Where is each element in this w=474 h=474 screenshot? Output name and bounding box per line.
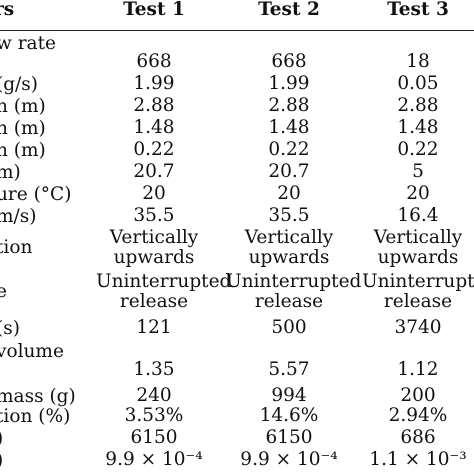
row-value-test-1-line-2: release [119, 291, 189, 312]
row-value-test-3-line-2: release [383, 291, 453, 312]
row-label: m/s) [0, 206, 37, 227]
row-value-test-3: 3740 [394, 317, 442, 338]
table-row: ) 9.9 × 10⁻⁴ 9.9 × 10⁻⁴ 1.1 × 10⁻³ [0, 450, 474, 472]
row-value-test-2: 6150 [265, 427, 313, 448]
row-value-test-2: 14.6% [259, 405, 319, 426]
table-row: n (m) 1.48 1.48 1.48 [0, 118, 474, 140]
row-value-test-2-line-2: release [254, 291, 324, 312]
row-value-test-2: 994 [271, 385, 307, 406]
table-row: n (m) 0.22 0.22 0.22 [0, 140, 474, 162]
row-value-test-2: 668 [271, 51, 307, 72]
header-test-2: Test 2 [258, 0, 320, 20]
row-value-test-1-line-1: Uninterrupted [96, 271, 232, 292]
row-value-test-1: 9.9 × 10⁻⁴ [105, 449, 203, 470]
row-value-test-2: 0.22 [268, 139, 310, 160]
row-value-test-2: 5.57 [268, 359, 310, 380]
row-label: (s) [0, 318, 20, 339]
row-value-test-3: 16.4 [397, 205, 439, 226]
table-row: n (m) 2.88 2.88 2.88 [0, 96, 474, 118]
row-value-test-1: 20.7 [133, 161, 175, 182]
row-value-test-1: 35.5 [133, 205, 175, 226]
row-value-test-2: 35.5 [268, 205, 310, 226]
row-value-test-3: 18 [406, 51, 430, 72]
row-value-test-2: 20.7 [268, 161, 310, 182]
table-row: mass (g) 240 994 200 [0, 386, 474, 408]
row-value-test-1: 3.53% [124, 405, 184, 426]
row-label: n (m) [0, 118, 46, 139]
row-label: volume [0, 341, 64, 362]
row-value-test-1: 2.88 [133, 95, 175, 116]
row-value-test-3: 5 [412, 161, 424, 182]
row-label: tion [0, 237, 33, 258]
row-label: m) [0, 162, 21, 183]
table-row: tion (%) 3.53% 14.6% 2.94% [0, 406, 474, 428]
table-row: w rate 668 668 18 [0, 32, 474, 72]
row-value-test-3-line-1: Vertically [373, 227, 463, 248]
row-value-test-1: 121 [136, 317, 172, 338]
row-value-test-2-line-2: upwards [248, 247, 330, 268]
table-row: tion Vertically upwards Vertically upwar… [0, 228, 474, 272]
row-value-test-2: 2.88 [268, 95, 310, 116]
row-value-test-3-line-1: Uninterrupted [362, 271, 474, 292]
table-row: (s) 121 500 3740 [0, 318, 474, 340]
row-value-test-3: 200 [400, 385, 436, 406]
row-value-test-3: 0.22 [397, 139, 439, 160]
row-value-test-3: 1.1 × 10⁻³ [369, 449, 467, 470]
row-value-test-3: 686 [400, 427, 436, 448]
row-value-test-3: 2.94% [388, 405, 448, 426]
row-value-test-3: 20 [406, 183, 430, 204]
row-label: n (m) [0, 140, 46, 161]
row-value-test-1: 6150 [130, 427, 178, 448]
header-rule [0, 30, 474, 31]
table-row: m/s) 35.5 35.5 16.4 [0, 206, 474, 228]
row-label: w rate [0, 33, 56, 54]
row-value-test-2-line-1: Uninterrupted [226, 271, 362, 292]
row-value-test-2: 1.99 [268, 73, 310, 94]
row-value-test-1: 0.22 [133, 139, 175, 160]
row-value-test-2: 20 [277, 183, 301, 204]
header-label: rs [0, 0, 15, 20]
row-label: ure (°C) [0, 184, 72, 205]
row-value-test-2-line-1: Vertically [244, 227, 334, 248]
row-value-test-1: 668 [136, 51, 172, 72]
row-label: e [0, 281, 7, 302]
row-value-test-1-line-1: Vertically [109, 227, 199, 248]
row-value-test-1: 1.35 [133, 359, 175, 380]
table-row: (g/s) 1.99 1.99 0.05 [0, 74, 474, 96]
table-row: ) 6150 6150 686 [0, 428, 474, 450]
row-label: (g/s) [0, 74, 39, 95]
row-label: ) [0, 449, 3, 473]
table-row: e Uninterrupted release Uninterrupted re… [0, 272, 474, 316]
row-value-test-2: 1.48 [268, 117, 310, 138]
row-label: tion (%) [0, 406, 71, 427]
row-value-test-3: 2.88 [397, 95, 439, 116]
row-value-test-2: 9.9 × 10⁻⁴ [240, 449, 338, 470]
row-value-test-3: 1.48 [397, 117, 439, 138]
row-label: mass (g) [0, 386, 76, 407]
row-value-test-1: 1.99 [133, 73, 175, 94]
row-value-test-1: 240 [136, 385, 172, 406]
row-label: n (m) [0, 96, 46, 117]
row-value-test-1: 20 [142, 183, 166, 204]
header-test-1: Test 1 [123, 0, 185, 20]
header-test-3: Test 3 [387, 0, 449, 20]
table-row: volume 1.35 5.57 1.12 [0, 340, 474, 384]
row-value-test-3-line-2: upwards [377, 247, 459, 268]
row-value-test-1-line-2: upwards [113, 247, 195, 268]
table-row: m) 20.7 20.7 5 [0, 162, 474, 184]
row-value-test-2: 500 [271, 317, 307, 338]
table-header-row: rs Test 1 Test 2 Test 3 [0, 0, 474, 24]
row-value-test-1: 1.48 [133, 117, 175, 138]
row-value-test-3: 0.05 [397, 73, 439, 94]
row-label: ) [0, 427, 3, 451]
table-row: ure (°C) 20 20 20 [0, 184, 474, 206]
row-value-test-3: 1.12 [397, 359, 439, 380]
